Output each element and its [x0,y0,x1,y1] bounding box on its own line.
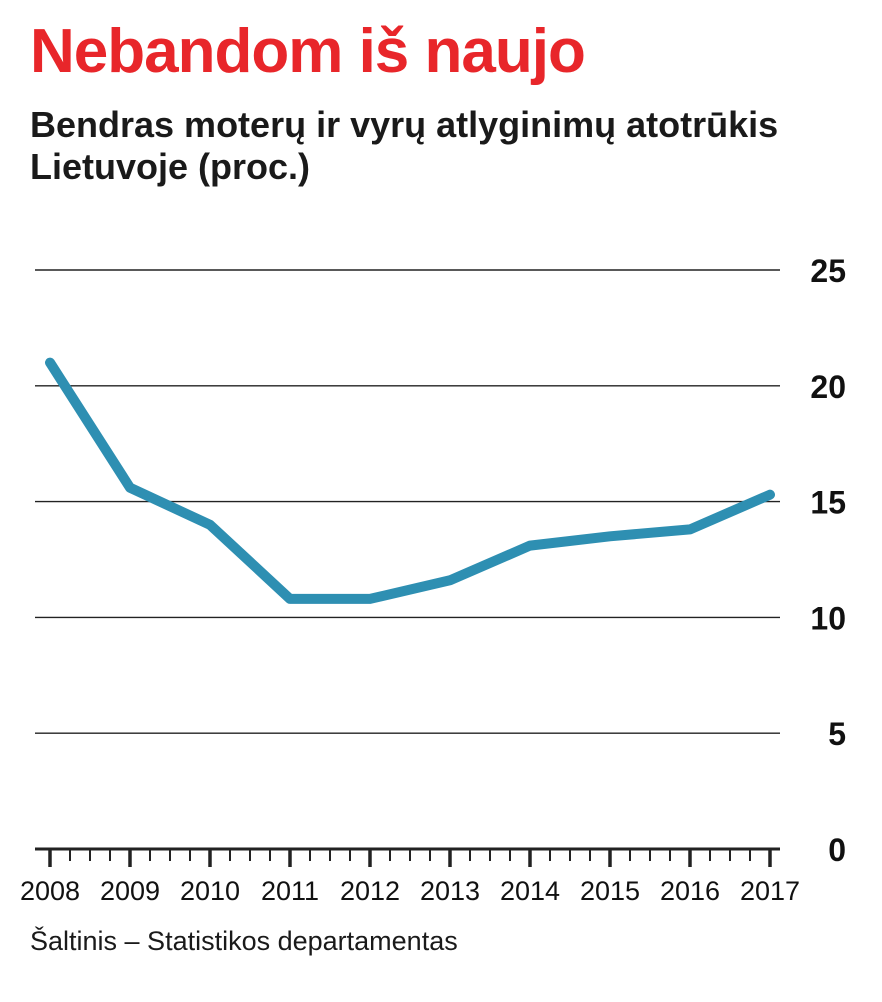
x-tick-label: 2017 [740,876,800,906]
y-tick-label: 25 [810,253,846,289]
x-tick-label: 2009 [100,876,160,906]
x-axis [35,847,780,867]
chart-title: Nebandom iš naujo [30,17,586,86]
y-tick-label: 10 [810,600,846,636]
x-tick-label: 2012 [340,876,400,906]
x-tick-label: 2016 [660,876,720,906]
y-tick-labels: 0 5 10 15 20 25 [810,253,846,868]
series-line [45,357,775,604]
x-tick-label: 2008 [20,876,80,906]
x-tick-label: 2011 [261,876,319,906]
x-tick-label: 2014 [500,876,560,906]
x-tick-label: 2010 [180,876,240,906]
source-note: Šaltinis – Statistikos departamentas [30,926,458,956]
chart-subtitle: Bendras moterų ir vyrų atlyginimų atotrū… [30,104,779,188]
x-tick-labels: 2008 2009 2010 2011 2012 2013 2014 2015 2016 2017 [20,876,800,906]
gridlines [35,269,780,734]
x-tick-label: 2015 [580,876,640,906]
series-layer [45,357,775,604]
y-tick-label: 5 [828,716,846,752]
x-tick-label: 2013 [420,876,480,906]
y-tick-label: 0 [828,832,846,868]
y-tick-label: 20 [810,369,846,405]
y-tick-label: 15 [810,485,846,521]
